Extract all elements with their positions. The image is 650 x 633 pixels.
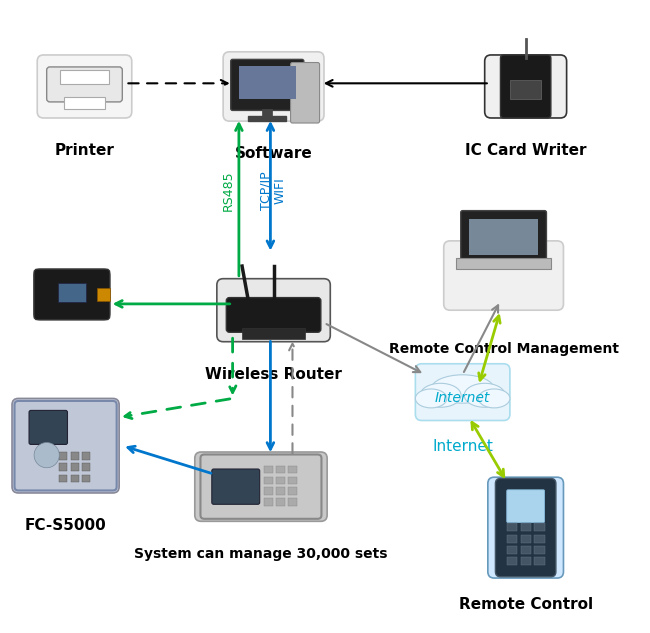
Bar [534, 534, 545, 542]
FancyBboxPatch shape [488, 477, 564, 578]
Bar [242, 329, 305, 339]
Ellipse shape [478, 389, 510, 408]
Bar [264, 466, 273, 473]
Bar [82, 475, 90, 482]
Ellipse shape [34, 442, 59, 468]
Bar [97, 288, 110, 301]
Bar [507, 546, 517, 554]
Ellipse shape [420, 384, 461, 407]
Text: Remote Control Management: Remote Control Management [389, 342, 619, 356]
Bar [71, 475, 79, 482]
Bar [507, 534, 517, 542]
FancyBboxPatch shape [485, 55, 567, 118]
Text: Software: Software [235, 146, 313, 161]
Bar [276, 477, 285, 484]
Text: IC Card Writer: IC Card Writer [465, 143, 586, 158]
FancyBboxPatch shape [200, 454, 322, 519]
Bar [456, 258, 551, 269]
Text: Remote Control: Remote Control [459, 597, 593, 612]
FancyBboxPatch shape [217, 279, 330, 342]
Ellipse shape [415, 389, 447, 408]
Bar [276, 466, 285, 473]
FancyBboxPatch shape [37, 55, 132, 118]
Bar [262, 108, 272, 118]
Bar [534, 557, 545, 565]
Bar [276, 487, 285, 495]
Bar [534, 546, 545, 554]
Bar [521, 523, 530, 532]
Ellipse shape [464, 384, 505, 407]
Bar [239, 66, 296, 99]
FancyBboxPatch shape [212, 469, 260, 505]
Bar [59, 452, 68, 460]
FancyBboxPatch shape [461, 211, 547, 261]
Bar [60, 70, 109, 84]
Bar [264, 477, 273, 484]
Text: System can manage 30,000 sets: System can manage 30,000 sets [134, 546, 387, 561]
FancyBboxPatch shape [507, 490, 545, 523]
Bar [71, 452, 79, 460]
FancyBboxPatch shape [34, 269, 110, 320]
Bar [469, 220, 538, 255]
Bar [534, 523, 545, 532]
Bar [71, 463, 79, 471]
Bar [59, 463, 68, 471]
Bar [276, 498, 285, 506]
FancyBboxPatch shape [231, 60, 304, 110]
Bar [507, 557, 517, 565]
Text: FC-S5000: FC-S5000 [25, 518, 107, 533]
Bar [64, 97, 105, 109]
FancyBboxPatch shape [291, 63, 320, 123]
FancyBboxPatch shape [12, 398, 119, 493]
Bar [58, 283, 86, 302]
FancyBboxPatch shape [444, 241, 564, 310]
FancyBboxPatch shape [47, 67, 122, 102]
Bar [521, 546, 530, 554]
Bar [288, 498, 297, 506]
Bar [510, 80, 541, 99]
Bar [264, 487, 273, 495]
Bar [288, 487, 297, 495]
FancyBboxPatch shape [29, 410, 68, 444]
Bar [82, 463, 90, 471]
FancyBboxPatch shape [195, 452, 327, 522]
Bar [288, 477, 297, 484]
Text: Internet: Internet [435, 391, 490, 405]
Text: Printer: Printer [55, 143, 114, 158]
Bar [59, 475, 68, 482]
Bar [82, 452, 90, 460]
FancyBboxPatch shape [500, 55, 551, 118]
Ellipse shape [431, 375, 494, 403]
FancyBboxPatch shape [415, 364, 510, 420]
Bar [521, 557, 530, 565]
FancyBboxPatch shape [14, 401, 116, 491]
Bar [288, 466, 297, 473]
Text: TCP/IP: TCP/IP [259, 171, 272, 210]
Text: Internet: Internet [432, 439, 493, 454]
Text: WIFI: WIFI [274, 177, 287, 204]
Text: RS485: RS485 [222, 170, 235, 211]
Text: Wireless Router: Wireless Router [205, 367, 342, 382]
FancyBboxPatch shape [34, 269, 110, 320]
FancyBboxPatch shape [223, 52, 324, 121]
Bar [521, 534, 530, 542]
FancyBboxPatch shape [495, 479, 556, 577]
Bar [507, 523, 517, 532]
Bar [264, 498, 273, 506]
Bar [248, 116, 286, 121]
FancyBboxPatch shape [226, 298, 321, 332]
